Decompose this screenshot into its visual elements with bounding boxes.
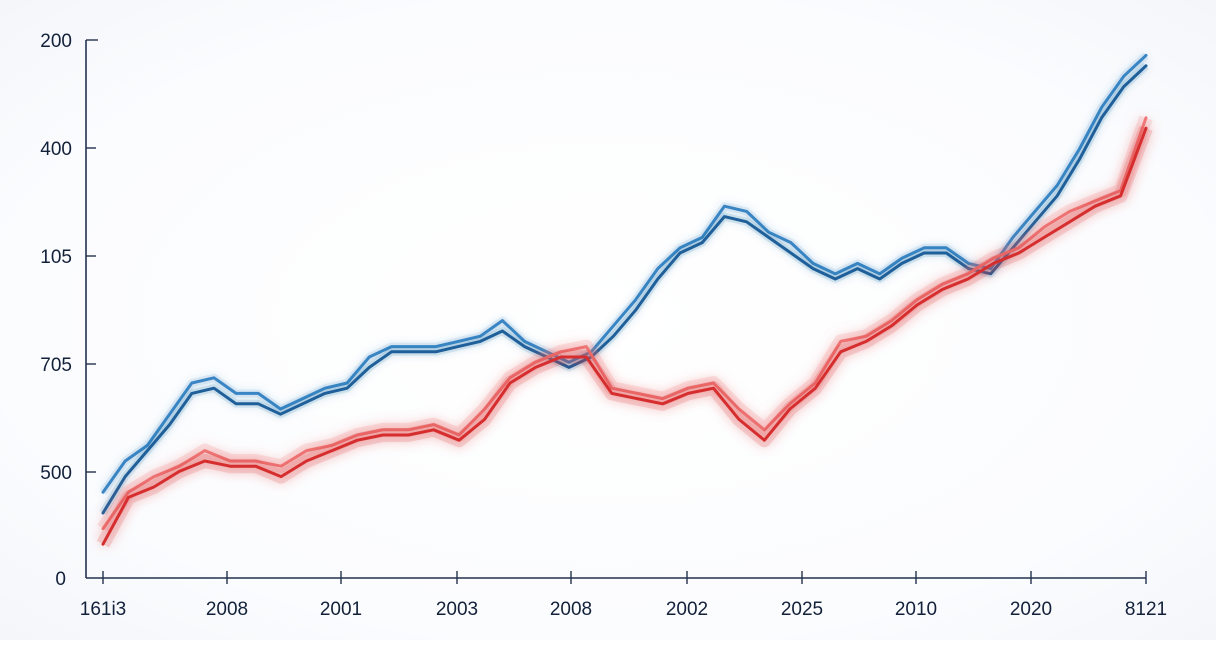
y-tick-label: 400 — [40, 139, 72, 160]
y-tick-label: 0 — [55, 569, 66, 590]
y-tick-label: 705 — [40, 355, 72, 376]
series-glow-red-lower — [96, 125, 1153, 548]
series-layer — [96, 52, 1153, 548]
x-axis-ticks: 161і3 2008 2001 2003 2008 2002 2025 2010… — [80, 571, 1167, 620]
x-tick-label: 2025 — [781, 599, 823, 620]
series-line-red-lower — [101, 126, 1148, 546]
x-tick-label: 161і3 — [80, 599, 127, 620]
x-tick-label: 2003 — [436, 599, 478, 620]
series-glow-blue-lower — [99, 62, 1149, 516]
x-tick-label: 2001 — [320, 599, 362, 620]
series-line-blue-lower — [101, 64, 1148, 515]
y-axis-ticks: 200 400 105 705 500 0 — [40, 31, 98, 590]
x-tick-label: 2008 — [550, 599, 592, 620]
x-tick-label: 2008 — [206, 599, 248, 620]
y-tick-label: 200 — [40, 31, 72, 52]
x-tick-label: 2020 — [1010, 599, 1052, 620]
x-tick-label: 2010 — [895, 599, 937, 620]
x-tick-label: 8121 — [1125, 599, 1167, 620]
y-tick-label: 105 — [40, 247, 72, 268]
y-tick-label: 500 — [40, 463, 72, 484]
x-tick-label: 2002 — [666, 599, 708, 620]
